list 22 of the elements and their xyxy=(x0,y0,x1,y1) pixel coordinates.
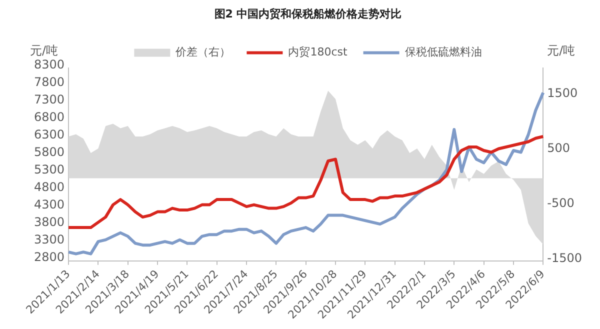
chart-title: 图2 中国内贸和保税船燃价格走势对比 xyxy=(214,7,402,20)
y-tick-label: 7300 xyxy=(34,92,65,106)
y2-tick-label: -1500 xyxy=(547,250,582,265)
legend-label: 内贸180cst xyxy=(288,46,348,59)
legend-label: 价差（右） xyxy=(174,46,231,59)
y-axis-title: 元/吨 xyxy=(30,43,58,58)
y2-axis-title: 元/吨 xyxy=(547,43,576,58)
y-tick-label: 5300 xyxy=(34,162,65,176)
y-tick-label: 6800 xyxy=(34,110,65,124)
y2-tick-label: 500 xyxy=(547,140,570,155)
y-tick-label: 2800 xyxy=(34,250,65,264)
y-tick-label: 3800 xyxy=(34,214,65,229)
y2-tick-label: -500 xyxy=(547,196,574,210)
y-tick-label: 3300 xyxy=(34,232,65,246)
y-tick-label: 6300 xyxy=(34,127,65,142)
y-tick-label: 7800 xyxy=(34,74,65,89)
y-tick-label: 8300 xyxy=(34,57,65,72)
y2-tick-label: 1500 xyxy=(547,86,578,100)
legend-label: 保税低硫燃料油 xyxy=(404,46,482,59)
y-tick-label: 4800 xyxy=(34,180,65,194)
y-tick-label: 5800 xyxy=(34,144,65,159)
y-tick-label: 4300 xyxy=(34,197,65,212)
